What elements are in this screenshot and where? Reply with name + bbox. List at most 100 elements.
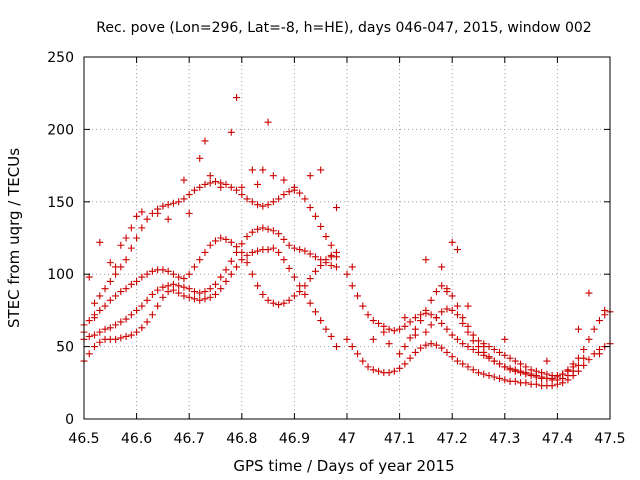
data-point <box>464 328 472 336</box>
grid <box>84 57 610 419</box>
data-point <box>322 233 330 241</box>
data-point <box>580 354 588 362</box>
data-point <box>148 311 156 319</box>
data-point <box>364 363 372 371</box>
data-point <box>206 293 214 301</box>
data-point <box>285 241 293 249</box>
data-point <box>275 301 283 309</box>
data-point <box>354 292 362 300</box>
data-point <box>143 270 151 278</box>
data-point <box>212 178 219 186</box>
data-point <box>164 282 172 290</box>
data-point <box>169 199 177 207</box>
data-point <box>401 322 409 330</box>
data-point <box>327 332 335 340</box>
data-point <box>201 295 209 303</box>
data-point <box>317 262 325 270</box>
data-point <box>311 253 319 261</box>
data-points <box>80 94 614 390</box>
data-point <box>143 296 151 304</box>
data-point <box>311 267 319 275</box>
data-point <box>443 325 451 333</box>
data-point <box>112 321 120 329</box>
data-point <box>480 370 488 378</box>
data-point <box>222 277 230 285</box>
data-point <box>438 263 446 271</box>
data-point <box>101 325 109 333</box>
chart-title: Rec. pove (Lon=296, Lat=-8, h=HE), days … <box>96 20 591 36</box>
data-point <box>511 366 519 374</box>
data-point <box>217 273 225 281</box>
data-point <box>180 195 188 203</box>
data-point <box>238 191 246 199</box>
data-point <box>217 183 225 191</box>
data-point <box>133 212 141 220</box>
data-point <box>396 350 404 358</box>
data-point <box>280 299 288 307</box>
data-point <box>343 335 351 343</box>
data-point <box>227 183 235 191</box>
data-point <box>453 311 461 319</box>
data-point <box>438 282 446 290</box>
data-point <box>438 344 446 352</box>
data-point <box>127 280 135 288</box>
data-point <box>212 290 219 298</box>
data-point <box>243 259 251 267</box>
data-point <box>96 338 104 346</box>
data-point <box>427 340 435 348</box>
data-point <box>154 209 162 217</box>
data-point <box>212 280 219 288</box>
data-point <box>217 234 225 242</box>
data-point <box>432 314 440 322</box>
data-point <box>175 198 183 206</box>
data-point <box>501 335 509 343</box>
data-point <box>175 273 183 281</box>
data-point <box>169 270 177 278</box>
data-point <box>369 335 377 343</box>
data-point <box>422 256 430 264</box>
data-point <box>217 285 225 293</box>
data-point <box>422 341 430 349</box>
data-point <box>248 270 256 278</box>
data-point <box>180 275 188 283</box>
data-point <box>443 305 451 313</box>
data-point <box>453 357 461 365</box>
data-point <box>238 248 246 256</box>
data-point <box>317 166 325 174</box>
data-point <box>248 228 256 236</box>
data-point <box>422 328 430 336</box>
data-point <box>322 256 330 264</box>
data-point <box>175 282 183 290</box>
data-point <box>254 180 262 188</box>
data-point <box>343 270 351 278</box>
data-point <box>406 334 414 342</box>
x-tick-label: 46.5 <box>68 431 99 447</box>
y-tick-label: 200 <box>47 122 74 138</box>
x-axis-title: GPS time / Days of year 2015 <box>233 457 454 475</box>
data-point <box>233 263 241 271</box>
data-point <box>527 370 535 378</box>
data-point <box>427 321 435 329</box>
data-point <box>285 188 293 196</box>
data-point <box>580 345 588 353</box>
data-point <box>475 369 482 377</box>
data-point <box>159 283 167 291</box>
data-point <box>196 183 204 191</box>
data-point <box>275 248 283 256</box>
data-point <box>501 351 509 359</box>
data-point <box>464 363 472 371</box>
y-tick-label: 250 <box>47 50 74 66</box>
data-point <box>585 335 593 343</box>
data-point <box>385 340 393 348</box>
data-point <box>306 299 314 307</box>
data-point <box>122 285 130 293</box>
y-tick-label: 0 <box>65 412 74 428</box>
x-tick-label: 47.4 <box>542 431 573 447</box>
data-point <box>448 292 456 300</box>
data-point <box>459 340 467 348</box>
data-point <box>180 283 188 291</box>
data-point <box>127 244 135 252</box>
data-point <box>106 324 114 332</box>
data-point <box>311 212 319 220</box>
data-point <box>122 234 130 242</box>
